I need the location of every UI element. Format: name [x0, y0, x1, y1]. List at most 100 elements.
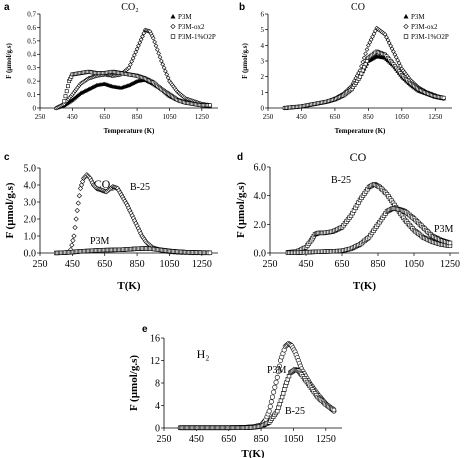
panel-c-annotation-1: P3M: [90, 236, 110, 247]
point-a-1-54: [126, 65, 132, 71]
panel-c-y-axis-label: F (µmol/g.s): [4, 182, 16, 238]
panel-e-y-tick-label: 12: [150, 356, 160, 367]
point-c-0-4: [72, 224, 78, 231]
point-e-1-80: [279, 394, 285, 400]
point-b-2-57: [362, 65, 367, 70]
panel-a-x-tick-label: 1250: [195, 113, 210, 121]
panel-d-y-tick-label: 2.0: [254, 220, 267, 231]
panel-e: e 250 450 650 850 1050 1250 0 4 8 12 16 T(K) F (µmol/…: [128, 324, 342, 458]
panel-d-series-1: [285, 206, 453, 255]
point-e-0-75: [271, 389, 277, 395]
panel-e-x-tick-label: 850: [254, 434, 269, 445]
panel-a-y-tick-label: 0.7: [27, 10, 36, 18]
point-c-1-114: [207, 250, 213, 256]
panel-d-y-tick-label: 4.0: [254, 191, 267, 202]
panel-c-y-tick-label: 1.0: [24, 232, 37, 243]
panel-d-y-tick-label: 6.0: [254, 163, 267, 174]
point-c-0-7: [75, 200, 81, 206]
point-a-1-78: [157, 54, 163, 60]
point-e-0-71: [266, 408, 272, 414]
point-e-1-79: [278, 398, 284, 403]
panel-b-y-tick-label: 3: [261, 57, 265, 65]
panel-d-series-0: [285, 182, 453, 255]
panel-b-x-tick-label: 650: [330, 113, 341, 121]
point-c-0-10: [78, 182, 85, 188]
point-b-2-59: [365, 59, 369, 63]
point-b-1-58: [363, 51, 368, 57]
point-a-1-63: [138, 37, 144, 42]
panel-b-legend-label-2: P3M-1%O2P: [411, 33, 449, 41]
panel-d-annotation-0: B-25: [331, 175, 351, 186]
panel-b-y-tick-label: 1: [261, 89, 265, 97]
point-e-0-72: [267, 403, 273, 409]
panel-c-x-axis-label: T(K): [117, 280, 141, 292]
panel-d-x-axis-label: T(K): [353, 280, 377, 292]
panel-e-y-tick-label: 4: [155, 401, 160, 412]
point-c-0-8: [76, 193, 83, 199]
point-a-1-62: [137, 40, 143, 45]
point-a-1-56: [129, 59, 135, 64]
point-a-1-76: [154, 47, 160, 52]
point-b-1-74: [385, 37, 391, 43]
point-e-1-121: [331, 407, 337, 413]
panel-d-x-tick-label: 250: [263, 259, 278, 270]
panel-d-title: CO: [350, 150, 367, 164]
panel-a-legend-marker-2: [170, 34, 176, 39]
point-b-1-57: [361, 55, 367, 61]
panel-d-y-tick-label: 0.0: [254, 249, 267, 260]
point-a-1-74: [152, 39, 157, 45]
point-e-0-78: [274, 374, 280, 380]
panel-a-title: CO₂: [121, 2, 138, 13]
panel-e-annotation-0: P3M: [267, 365, 287, 376]
panel-e-annotation-1: B-25: [285, 406, 305, 417]
point-c-0-6: [74, 207, 80, 214]
point-b-1-76: [388, 43, 393, 49]
panel-e-y-tick-label: 8: [155, 379, 160, 390]
panel-a-legend-label-2: P3M-1%O2P: [178, 33, 216, 41]
panel-d-annotation-1: P3M: [434, 224, 454, 235]
panel-c-letter: c: [4, 152, 10, 163]
point-c-0-2: [70, 237, 76, 244]
point-a-1-57: [130, 55, 136, 61]
panel-a-x-tick-label: 250: [35, 113, 46, 121]
panel-e-y-tick-label: 0: [155, 424, 160, 435]
point-e-1-77: [276, 405, 281, 410]
point-a-1-83: [164, 72, 170, 77]
point-e-0-80: [276, 363, 282, 369]
point-b-1-60: [366, 43, 371, 48]
panel-c-series-1: [54, 246, 213, 256]
panel-b-series-2: [282, 49, 446, 110]
point-b-1-77: [389, 46, 395, 52]
point-b-1-73: [384, 34, 389, 40]
panel-e-x-tick-label: 1050: [283, 434, 303, 445]
point-e-0-74: [269, 394, 275, 400]
panel-a-x-tick-label: 1050: [162, 113, 177, 121]
point-c-0-1: [69, 242, 75, 248]
panel-a-x-tick-label: 650: [99, 113, 110, 121]
panel-d: d 250 450 650 850 1050 1250 0.0 2.0 4.0 6.0 T(K) F (…: [235, 150, 460, 292]
panel-c-y-tick-label: 5.0: [24, 164, 37, 175]
panel-b-x-axis-label: Temperature (K): [335, 127, 386, 135]
point-e-0-73: [268, 399, 274, 405]
panel-c-y-tick-label: 2.0: [24, 215, 37, 226]
panel-a-y-tick-label: 0.1: [27, 91, 36, 99]
panel-c-x-tick-label: 250: [33, 259, 48, 270]
panel-b-y-tick-label: 0: [261, 104, 265, 112]
panel-c-y-tick-label: 0.0: [24, 249, 37, 260]
point-b-1-72: [382, 32, 388, 37]
panel-e-title: H₂: [197, 347, 210, 361]
panel-c-x-tick-label: 1250: [192, 259, 212, 270]
point-b-1-82: [396, 60, 402, 66]
panel-b-legend-marker-1: [403, 23, 409, 30]
point-a-2-1: [63, 94, 68, 99]
panel-a-legend-marker-0: [170, 13, 176, 19]
point-a-1-82: [163, 68, 168, 74]
point-b-1-80: [393, 55, 399, 60]
panel-a-y-tick-label: 0.6: [27, 24, 36, 32]
point-b-1-78: [391, 49, 396, 54]
panel-a-x-tick-label: 850: [132, 113, 143, 121]
point-a-1-65: [141, 30, 147, 36]
panel-d-y-axis-label: F (µmol/g.s): [235, 182, 247, 238]
point-a-1-59: [133, 49, 139, 55]
panel-b-legend-marker-0: [403, 13, 409, 19]
